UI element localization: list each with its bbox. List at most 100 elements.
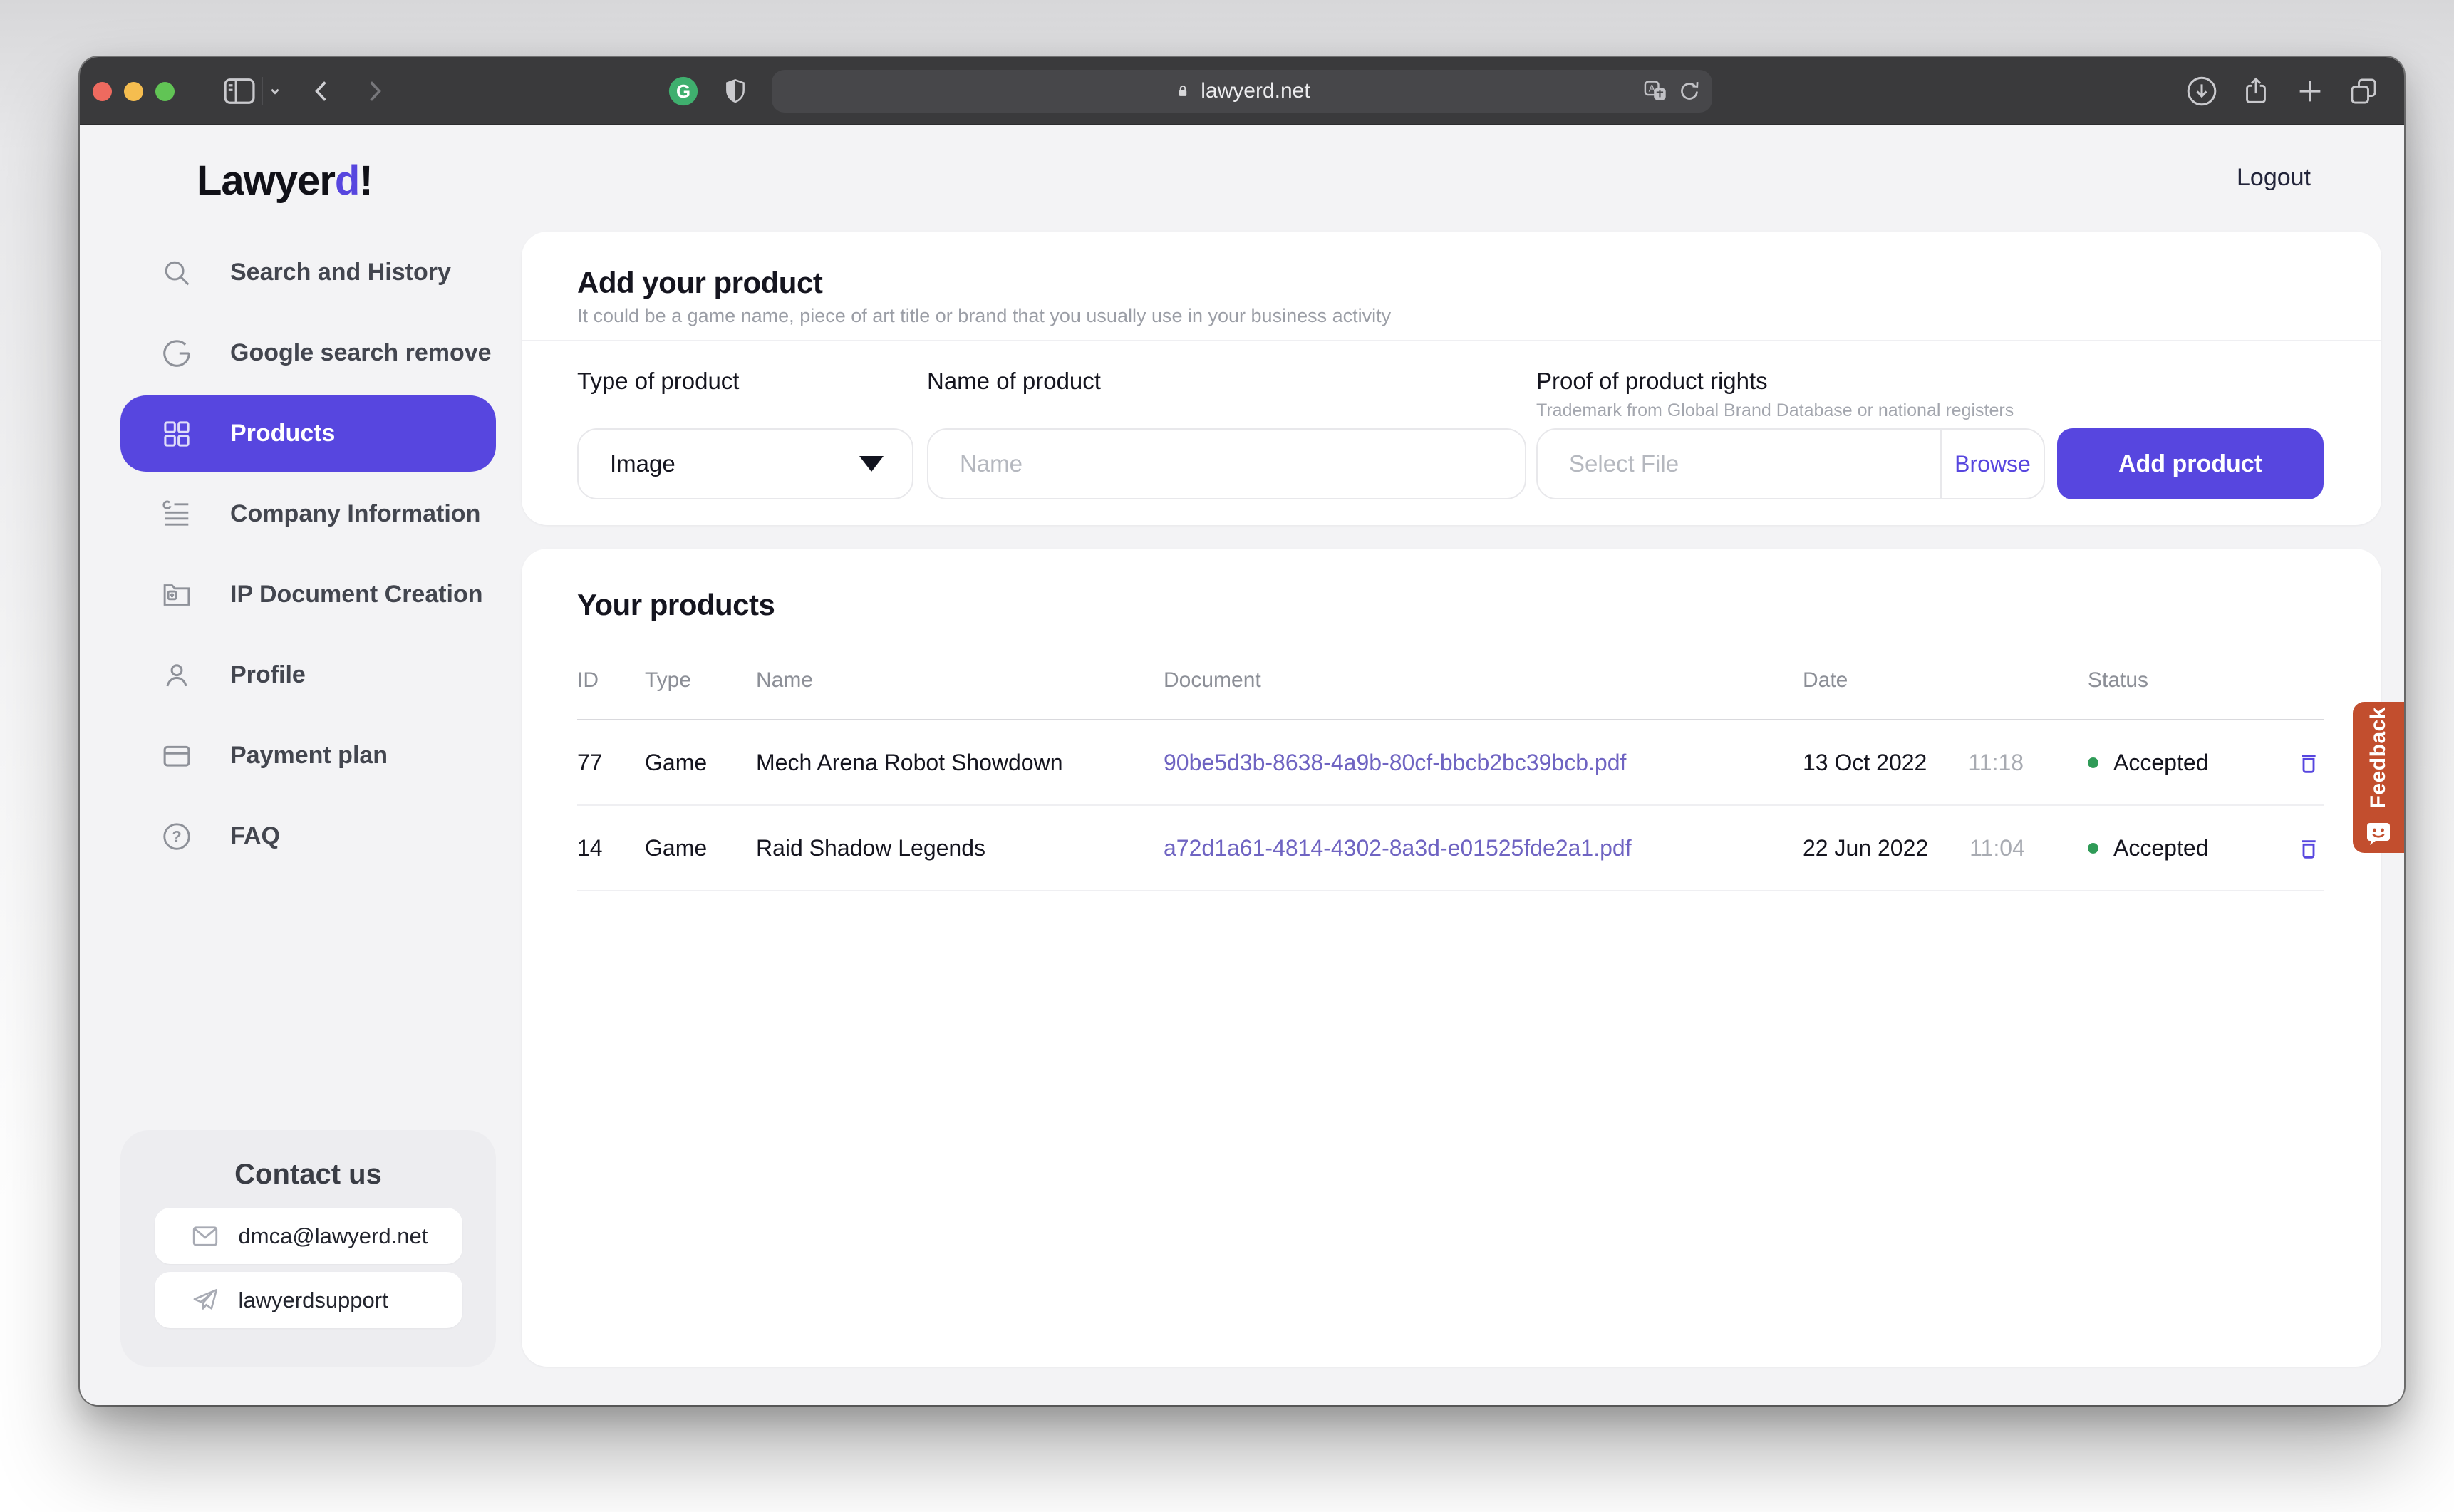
sidebar-item-label: Profile [230, 661, 306, 688]
browse-button[interactable]: Browse [1940, 430, 2044, 498]
tabs-icon [2351, 78, 2376, 104]
products-table: Your products ID Type Name Document Date… [522, 549, 2381, 891]
downloads-button[interactable] [2183, 57, 2221, 125]
grammarly-extension-button[interactable]: G [666, 57, 700, 125]
add-product-button[interactable]: Add product [2057, 428, 2324, 499]
chevron-right-icon [370, 81, 381, 101]
add-product-title: Add your product [577, 266, 823, 299]
search-icon [160, 257, 193, 289]
cell-id: 14 [577, 834, 603, 861]
proof-file-input[interactable]: Select File Browse [1536, 428, 2045, 499]
sidebar-item-label: Search and History [230, 259, 451, 286]
contact-email-label: dmca@lawyerd.net [238, 1223, 428, 1248]
trash-icon [2302, 840, 2316, 859]
sidebar-item-ip-document-creation[interactable]: IP Document Creation [120, 556, 496, 633]
col-header-name: Name [756, 668, 814, 692]
feedback-label: Feedback [2366, 706, 2390, 809]
table-row: 14 Game Raid Shadow Legends a72d1a61-481… [577, 806, 2324, 891]
sidebar-item-payment-plan[interactable]: Payment plan [120, 718, 496, 794]
cell-type: Game [645, 749, 708, 775]
product-name-placeholder: Name [960, 450, 1023, 477]
logout-button[interactable]: Logout [2237, 164, 2311, 191]
paper-plane-icon [190, 1285, 220, 1315]
google-icon [160, 337, 193, 370]
envelope-icon [190, 1221, 220, 1251]
document-link[interactable]: 90be5d3b-8638-4a9b-80cf-bbcb2bc39bcb.pdf [1164, 749, 1627, 775]
company-icon [160, 498, 193, 531]
sidebar-item-profile[interactable]: Profile [120, 637, 496, 713]
proof-of-rights-hint: Trademark from Global Brand Database or … [1536, 400, 2014, 420]
name-of-product-label: Name of product [927, 368, 1101, 394]
type-of-product-value: Image [610, 450, 675, 477]
delete-product-button[interactable] [2293, 747, 2324, 778]
url-text: lawyerd.net [1201, 79, 1310, 103]
sidebar-item-label: Payment plan [230, 742, 388, 769]
reload-icon[interactable] [1677, 78, 1702, 104]
cell-id: 77 [577, 749, 603, 775]
tab-overview-button[interactable] [2344, 57, 2383, 125]
sidebar-item-search-and-history[interactable]: Search and History [120, 234, 496, 311]
zoom-window-button[interactable] [155, 81, 175, 101]
credit-card-icon [160, 740, 193, 772]
sidebar-toggle-button[interactable] [219, 57, 259, 125]
cell-type: Game [645, 834, 708, 861]
app-logo[interactable]: Lawyerd! [197, 157, 373, 204]
file-placeholder: Select File [1569, 450, 1679, 477]
logo-accent-letter: d [334, 157, 360, 204]
your-products-title: Your products [577, 588, 775, 621]
minimize-window-button[interactable] [124, 81, 143, 101]
sidebar-menu-chevron-button[interactable] [264, 57, 286, 125]
sidebar-item-google-search-remove[interactable]: Google search remove [120, 315, 496, 391]
traffic-lights [93, 57, 175, 125]
sidebar-item-company-information[interactable]: Company Information [120, 476, 496, 552]
contact-email-button[interactable]: dmca@lawyerd.net [154, 1208, 462, 1264]
status-dot [2088, 842, 2098, 854]
sidebar-item-label: Google search remove [230, 339, 492, 366]
lock-icon [1179, 85, 1187, 96]
col-header-type: Type [645, 668, 692, 692]
toolbar-separator [262, 77, 263, 105]
cell-name: Raid Shadow Legends [756, 834, 986, 861]
delete-product-button[interactable] [2293, 832, 2324, 864]
svg-text:A: A [1649, 83, 1655, 94]
add-product-subtitle: It could be a game name, piece of art ti… [577, 305, 1392, 326]
close-window-button[interactable] [93, 81, 112, 101]
col-header-id: ID [577, 668, 599, 692]
new-tab-button[interactable] [2291, 57, 2329, 125]
sidebar-item-label: IP Document Creation [230, 581, 483, 608]
translate-icon[interactable]: A [1642, 78, 1668, 104]
folder-plus-icon [160, 579, 193, 611]
privacy-shield-button[interactable] [720, 57, 751, 125]
your-products-card: Your products ID Type Name Document Date… [522, 549, 2381, 1367]
sidebar-item-faq[interactable]: ? FAQ [120, 798, 496, 874]
add-product-form: Type of product Image Name of product Na… [522, 341, 2381, 526]
sidebar-toggle-icon [224, 78, 255, 104]
back-button[interactable] [306, 57, 338, 125]
question-icon: ? [160, 820, 193, 853]
user-icon [160, 659, 193, 692]
type-of-product-select[interactable]: Image [577, 428, 913, 499]
document-link[interactable]: a72d1a61-4814-4302-8a3d-e01525fde2a1.pdf [1164, 834, 1632, 861]
svg-text:G: G [676, 82, 690, 102]
cell-name: Mech Arena Robot Showdown [756, 749, 1063, 775]
feedback-tab[interactable]: Feedback [2353, 702, 2404, 853]
address-bar[interactable]: lawyerd.net A [772, 70, 1712, 113]
trash-icon [2302, 755, 2316, 773]
status-dot [2088, 757, 2098, 768]
col-header-document: Document [1164, 668, 1261, 692]
browser-window: G lawyerd.net A [80, 57, 2404, 1405]
add-product-card: Add your product It could be a game name… [522, 232, 2381, 525]
forward-button[interactable] [358, 57, 390, 125]
caret-down-icon [859, 456, 884, 472]
sidebar-item-products[interactable]: Products [120, 395, 496, 472]
cell-date: 22 Jun 2022 [1803, 834, 1929, 861]
table-row: 77 Game Mech Arena Robot Showdown 90be5d… [577, 720, 2324, 806]
share-button[interactable] [2237, 57, 2275, 125]
plus-icon [2299, 81, 2321, 102]
sidebar-item-label: Company Information [230, 500, 481, 527]
chevron-left-icon [315, 81, 326, 101]
contact-telegram-button[interactable]: lawyerdsupport [154, 1272, 462, 1328]
product-name-input[interactable]: Name [927, 428, 1526, 499]
share-icon [2246, 77, 2266, 103]
col-header-status: Status [2088, 668, 2149, 692]
